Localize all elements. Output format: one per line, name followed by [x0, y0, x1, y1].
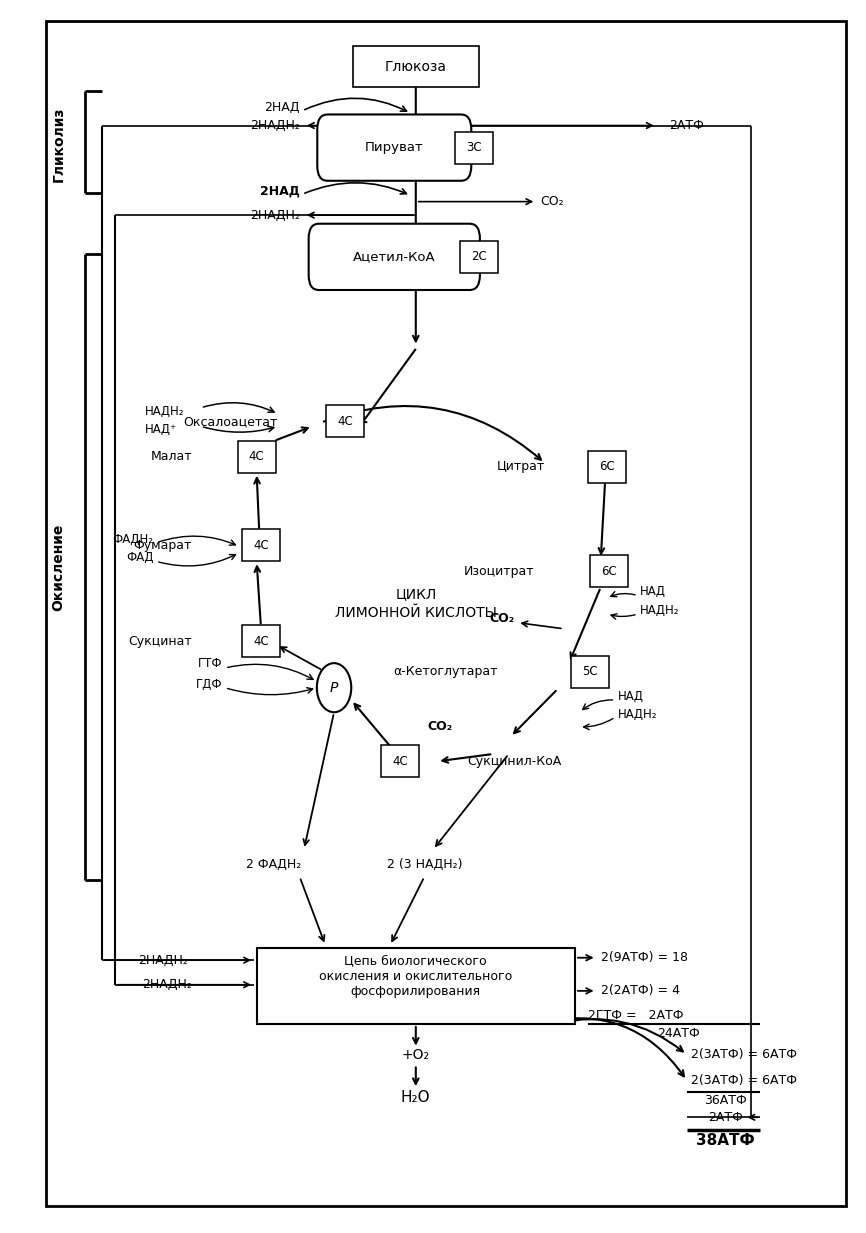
FancyBboxPatch shape — [456, 132, 494, 164]
Text: ФАД: ФАД — [126, 551, 153, 563]
Text: 2ГТФ =   2АТФ: 2ГТФ = 2АТФ — [588, 1009, 683, 1022]
FancyArrowPatch shape — [158, 536, 236, 545]
Text: НАД⁺: НАД⁺ — [145, 423, 177, 436]
Text: Окисление: Окисление — [52, 524, 66, 612]
FancyArrowPatch shape — [583, 700, 612, 709]
FancyBboxPatch shape — [308, 223, 480, 290]
Text: 2НАД: 2НАД — [264, 101, 300, 113]
Text: Сукцинил-КоА: Сукцинил-КоА — [468, 755, 562, 768]
Text: 2АТФ: 2АТФ — [669, 120, 705, 132]
Text: ЛИМОННОЙ КИСЛОТЫ: ЛИМОННОЙ КИСЛОТЫ — [335, 605, 497, 620]
FancyBboxPatch shape — [242, 625, 280, 657]
FancyBboxPatch shape — [237, 441, 275, 473]
FancyBboxPatch shape — [242, 529, 280, 561]
FancyArrowPatch shape — [556, 1018, 683, 1052]
Text: 2 (3 НАДН₂): 2 (3 НАДН₂) — [386, 858, 462, 870]
Text: CO₂: CO₂ — [489, 613, 514, 625]
FancyArrowPatch shape — [611, 592, 635, 597]
Text: 2C: 2C — [471, 250, 487, 264]
Text: 6C: 6C — [602, 565, 617, 577]
Text: Изоцитрат: Изоцитрат — [464, 565, 534, 577]
Text: 4C: 4C — [249, 450, 264, 464]
Text: НАД: НАД — [639, 586, 665, 598]
FancyArrowPatch shape — [228, 665, 313, 679]
Text: НАДН₂: НАДН₂ — [639, 604, 679, 616]
FancyBboxPatch shape — [460, 240, 498, 272]
Text: α-Кетоглутарат: α-Кетоглутарат — [393, 666, 498, 678]
Text: 2НАДН₂: 2НАДН₂ — [142, 978, 192, 991]
Text: ЦИКЛ: ЦИКЛ — [395, 587, 436, 602]
Text: 2НАД: 2НАД — [260, 184, 300, 197]
FancyBboxPatch shape — [256, 948, 575, 1025]
FancyArrowPatch shape — [204, 427, 274, 433]
Text: H₂O: H₂O — [401, 1090, 430, 1105]
Text: Цепь биологического
окисления и окислительного
фосфорилирования: Цепь биологического окисления и окислите… — [320, 954, 513, 997]
Text: Цитрат: Цитрат — [496, 460, 545, 473]
Text: CO₂: CO₂ — [427, 720, 452, 734]
FancyArrowPatch shape — [539, 1018, 684, 1076]
Text: ФАДН₂: ФАДН₂ — [113, 533, 153, 546]
Text: +O₂: +O₂ — [402, 1048, 430, 1062]
Text: Оксалоацетат: Оксалоацетат — [184, 414, 278, 428]
Text: 2(9АТФ) = 18: 2(9АТФ) = 18 — [601, 951, 688, 964]
Text: ГДФ: ГДФ — [196, 677, 223, 690]
Text: Сукцинат: Сукцинат — [128, 635, 192, 647]
Text: Гликолиз: Гликолиз — [52, 106, 66, 181]
FancyArrowPatch shape — [228, 688, 313, 694]
Text: P: P — [330, 681, 339, 694]
FancyArrowPatch shape — [324, 406, 541, 460]
Text: 2НАДН₂: 2НАДН₂ — [249, 120, 300, 132]
Text: 4C: 4C — [253, 635, 268, 647]
Text: CO₂: CO₂ — [540, 195, 564, 208]
Text: 5C: 5C — [582, 666, 598, 678]
Text: 4C: 4C — [338, 414, 353, 428]
FancyBboxPatch shape — [571, 656, 609, 688]
Text: 2(2АТФ) = 4: 2(2АТФ) = 4 — [601, 984, 680, 997]
Text: 2НАДН₂: 2НАДН₂ — [249, 208, 300, 222]
FancyArrowPatch shape — [305, 99, 406, 111]
FancyBboxPatch shape — [46, 21, 846, 1206]
FancyArrowPatch shape — [611, 614, 635, 619]
FancyArrowPatch shape — [204, 403, 274, 412]
FancyBboxPatch shape — [326, 406, 365, 438]
Text: 24АТФ: 24АТФ — [657, 1027, 700, 1041]
Text: 2 ФАДН₂: 2 ФАДН₂ — [246, 858, 301, 870]
Text: 2(3АТФ) = 6АТФ: 2(3АТФ) = 6АТФ — [691, 1074, 797, 1088]
FancyBboxPatch shape — [353, 46, 479, 88]
Text: 3C: 3C — [467, 141, 482, 154]
Text: ГТФ: ГТФ — [197, 657, 223, 670]
Text: 2(3АТФ) = 6АТФ: 2(3АТФ) = 6АТФ — [691, 1048, 797, 1062]
Text: НАДН₂: НАДН₂ — [145, 404, 184, 418]
Text: Фумарат: Фумарат — [133, 539, 192, 552]
FancyBboxPatch shape — [591, 555, 629, 587]
FancyBboxPatch shape — [588, 451, 626, 482]
Text: Глюкоза: Глюкоза — [385, 59, 447, 74]
Text: 4C: 4C — [253, 539, 268, 552]
Text: Пируват: Пируват — [365, 141, 423, 154]
Text: 36АТФ: 36АТФ — [704, 1094, 747, 1106]
FancyArrowPatch shape — [584, 719, 613, 730]
Text: НАДН₂: НАДН₂ — [618, 708, 657, 721]
Text: 2АТФ: 2АТФ — [708, 1111, 743, 1123]
Text: 38АТФ: 38АТФ — [696, 1133, 755, 1148]
FancyArrowPatch shape — [305, 182, 406, 194]
Circle shape — [317, 663, 352, 713]
Text: Ацетил-КоА: Ацетил-КоА — [353, 250, 436, 264]
Text: 2НАДН₂: 2НАДН₂ — [138, 953, 188, 967]
FancyBboxPatch shape — [381, 746, 419, 777]
Text: НАД: НАД — [618, 689, 644, 703]
Text: 6C: 6C — [599, 460, 615, 473]
FancyBboxPatch shape — [317, 115, 471, 181]
Text: Малат: Малат — [151, 450, 192, 464]
Text: 4C: 4C — [392, 755, 408, 768]
FancyArrowPatch shape — [158, 555, 236, 566]
